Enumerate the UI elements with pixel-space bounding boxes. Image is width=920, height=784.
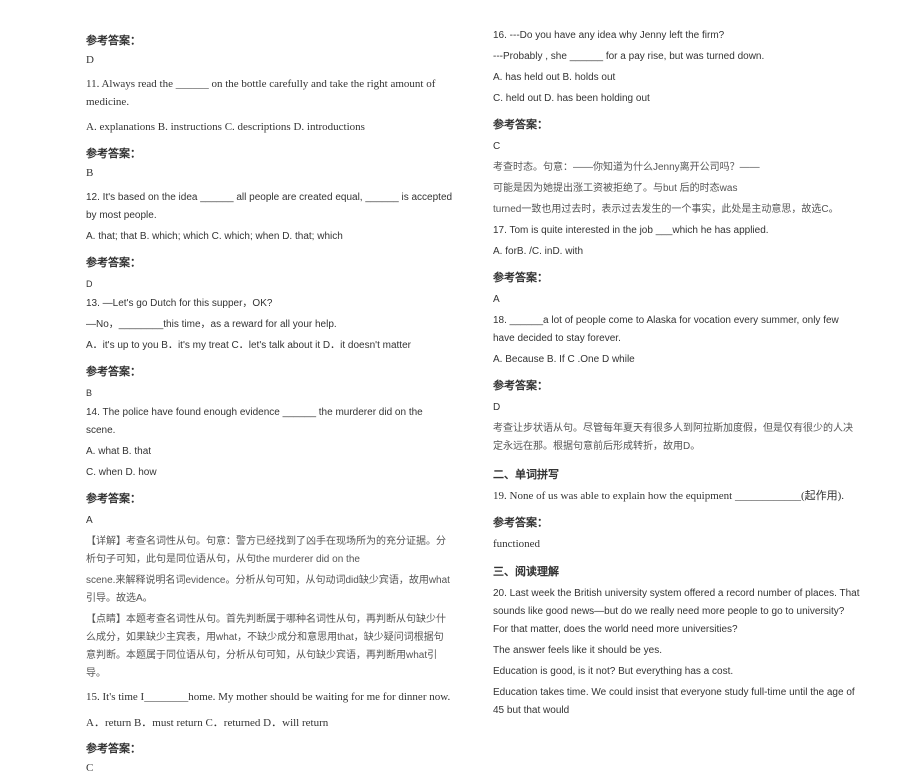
q11-options: A. explanations B. instructions C. descr… (86, 119, 453, 137)
section-2-heading: 二、单词拼写 (493, 466, 860, 482)
q15-answer: C (86, 762, 453, 774)
q16-options-1: A. has held out B. holds out (493, 69, 860, 87)
q14-explanation-1: 【详解】考查名词性从句。句意：警方已经找到了凶手在现场所为的充分证据。分析句子可… (86, 533, 453, 569)
q12-text: 12. It's based on the idea ______ all pe… (86, 189, 453, 225)
answer-heading: 参考答案： (493, 116, 860, 132)
answer-heading: 参考答案： (86, 254, 453, 270)
q18-explanation: 考查让步状语从句。尽管每年夏天有很多人到阿拉斯加度假，但是仅有很少的人决定永远在… (493, 420, 860, 456)
q15-text: 15. It's time I________home. My mother s… (86, 689, 453, 707)
q16-text-b: ---Probably , she ______ for a pay rise,… (493, 48, 860, 66)
q13-text-a: 13. —Let's go Dutch for this supper，OK? (86, 295, 453, 313)
q13-text-b: —No，________this time，as a reward for al… (86, 316, 453, 334)
q20-para-d: Education takes time. We could insist th… (493, 684, 860, 720)
q12-options: A. that; that B. which; which C. which; … (86, 228, 453, 246)
q16-text-a: 16. ---Do you have any idea why Jenny le… (493, 27, 860, 45)
section-3-heading: 三、阅读理解 (493, 563, 860, 579)
q20-para-c: Education is good, is it not? But everyt… (493, 663, 860, 681)
q16-options-2: C. held out D. has been holding out (493, 90, 860, 108)
answer-heading: 参考答案： (493, 269, 860, 285)
q16-explanation-1: 考查时态。句意：——你知道为什么Jenny离开公司吗？—— (493, 159, 860, 177)
q19-answer: functioned (493, 536, 860, 554)
answer-heading: 参考答案： (86, 490, 453, 506)
q10-answer: D (86, 54, 453, 66)
q14-options-2: C. when D. how (86, 464, 453, 482)
q14-options-1: A. what B. that (86, 443, 453, 461)
q13-options: A．it's up to you B．it's my treat C．let's… (86, 337, 453, 355)
q18-answer: D (493, 399, 860, 417)
answer-heading: 参考答案： (493, 514, 860, 530)
q14-explanation-2: scene.来解释说明名词evidence。分析从句可知，从句动词did缺少宾语… (86, 572, 453, 608)
q16-explanation-3: turned一致也用过去时，表示过去发生的一个事实，此处是主动意思，故选C。 (493, 201, 860, 219)
q11-answer: B (86, 167, 453, 179)
q17-answer: A (493, 291, 860, 309)
q14-explanation-3: 【点睛】本题考查名词性从句。首先判断属于哪种名词性从句，再判断从句缺少什么成分，… (86, 611, 453, 683)
answer-heading: 参考答案： (86, 363, 453, 379)
answer-heading: 参考答案： (86, 145, 453, 161)
answer-heading: 参考答案： (86, 32, 453, 48)
q16-explanation-2: 可能是因为她提出涨工资被拒绝了。与but 后的时态was (493, 180, 860, 198)
q16-answer: C (493, 138, 860, 156)
answer-heading: 参考答案： (493, 377, 860, 393)
q20-para-b: The answer feels like it should be yes. (493, 642, 860, 660)
q19-text: 19. None of us was able to explain how t… (493, 488, 860, 506)
q15-options: A．return B．must return C．returned D．will… (86, 715, 453, 733)
q17-text: 17. Tom is quite interested in the job _… (493, 222, 860, 240)
q17-options: A. forB. /C. inD. with (493, 243, 860, 261)
answer-heading: 参考答案： (86, 740, 453, 756)
q14-answer: A (86, 512, 453, 530)
q13-answer: B (86, 385, 453, 401)
q18-options: A. Because B. If C .One D while (493, 351, 860, 369)
q14-text: 14. The police have found enough evidenc… (86, 404, 453, 440)
q11-text: 11. Always read the ______ on the bottle… (86, 76, 453, 111)
q18-text: 18. ______a lot of people come to Alaska… (493, 312, 860, 348)
q12-answer: D (86, 276, 453, 292)
q20-para-a: 20. Last week the British university sys… (493, 585, 860, 639)
